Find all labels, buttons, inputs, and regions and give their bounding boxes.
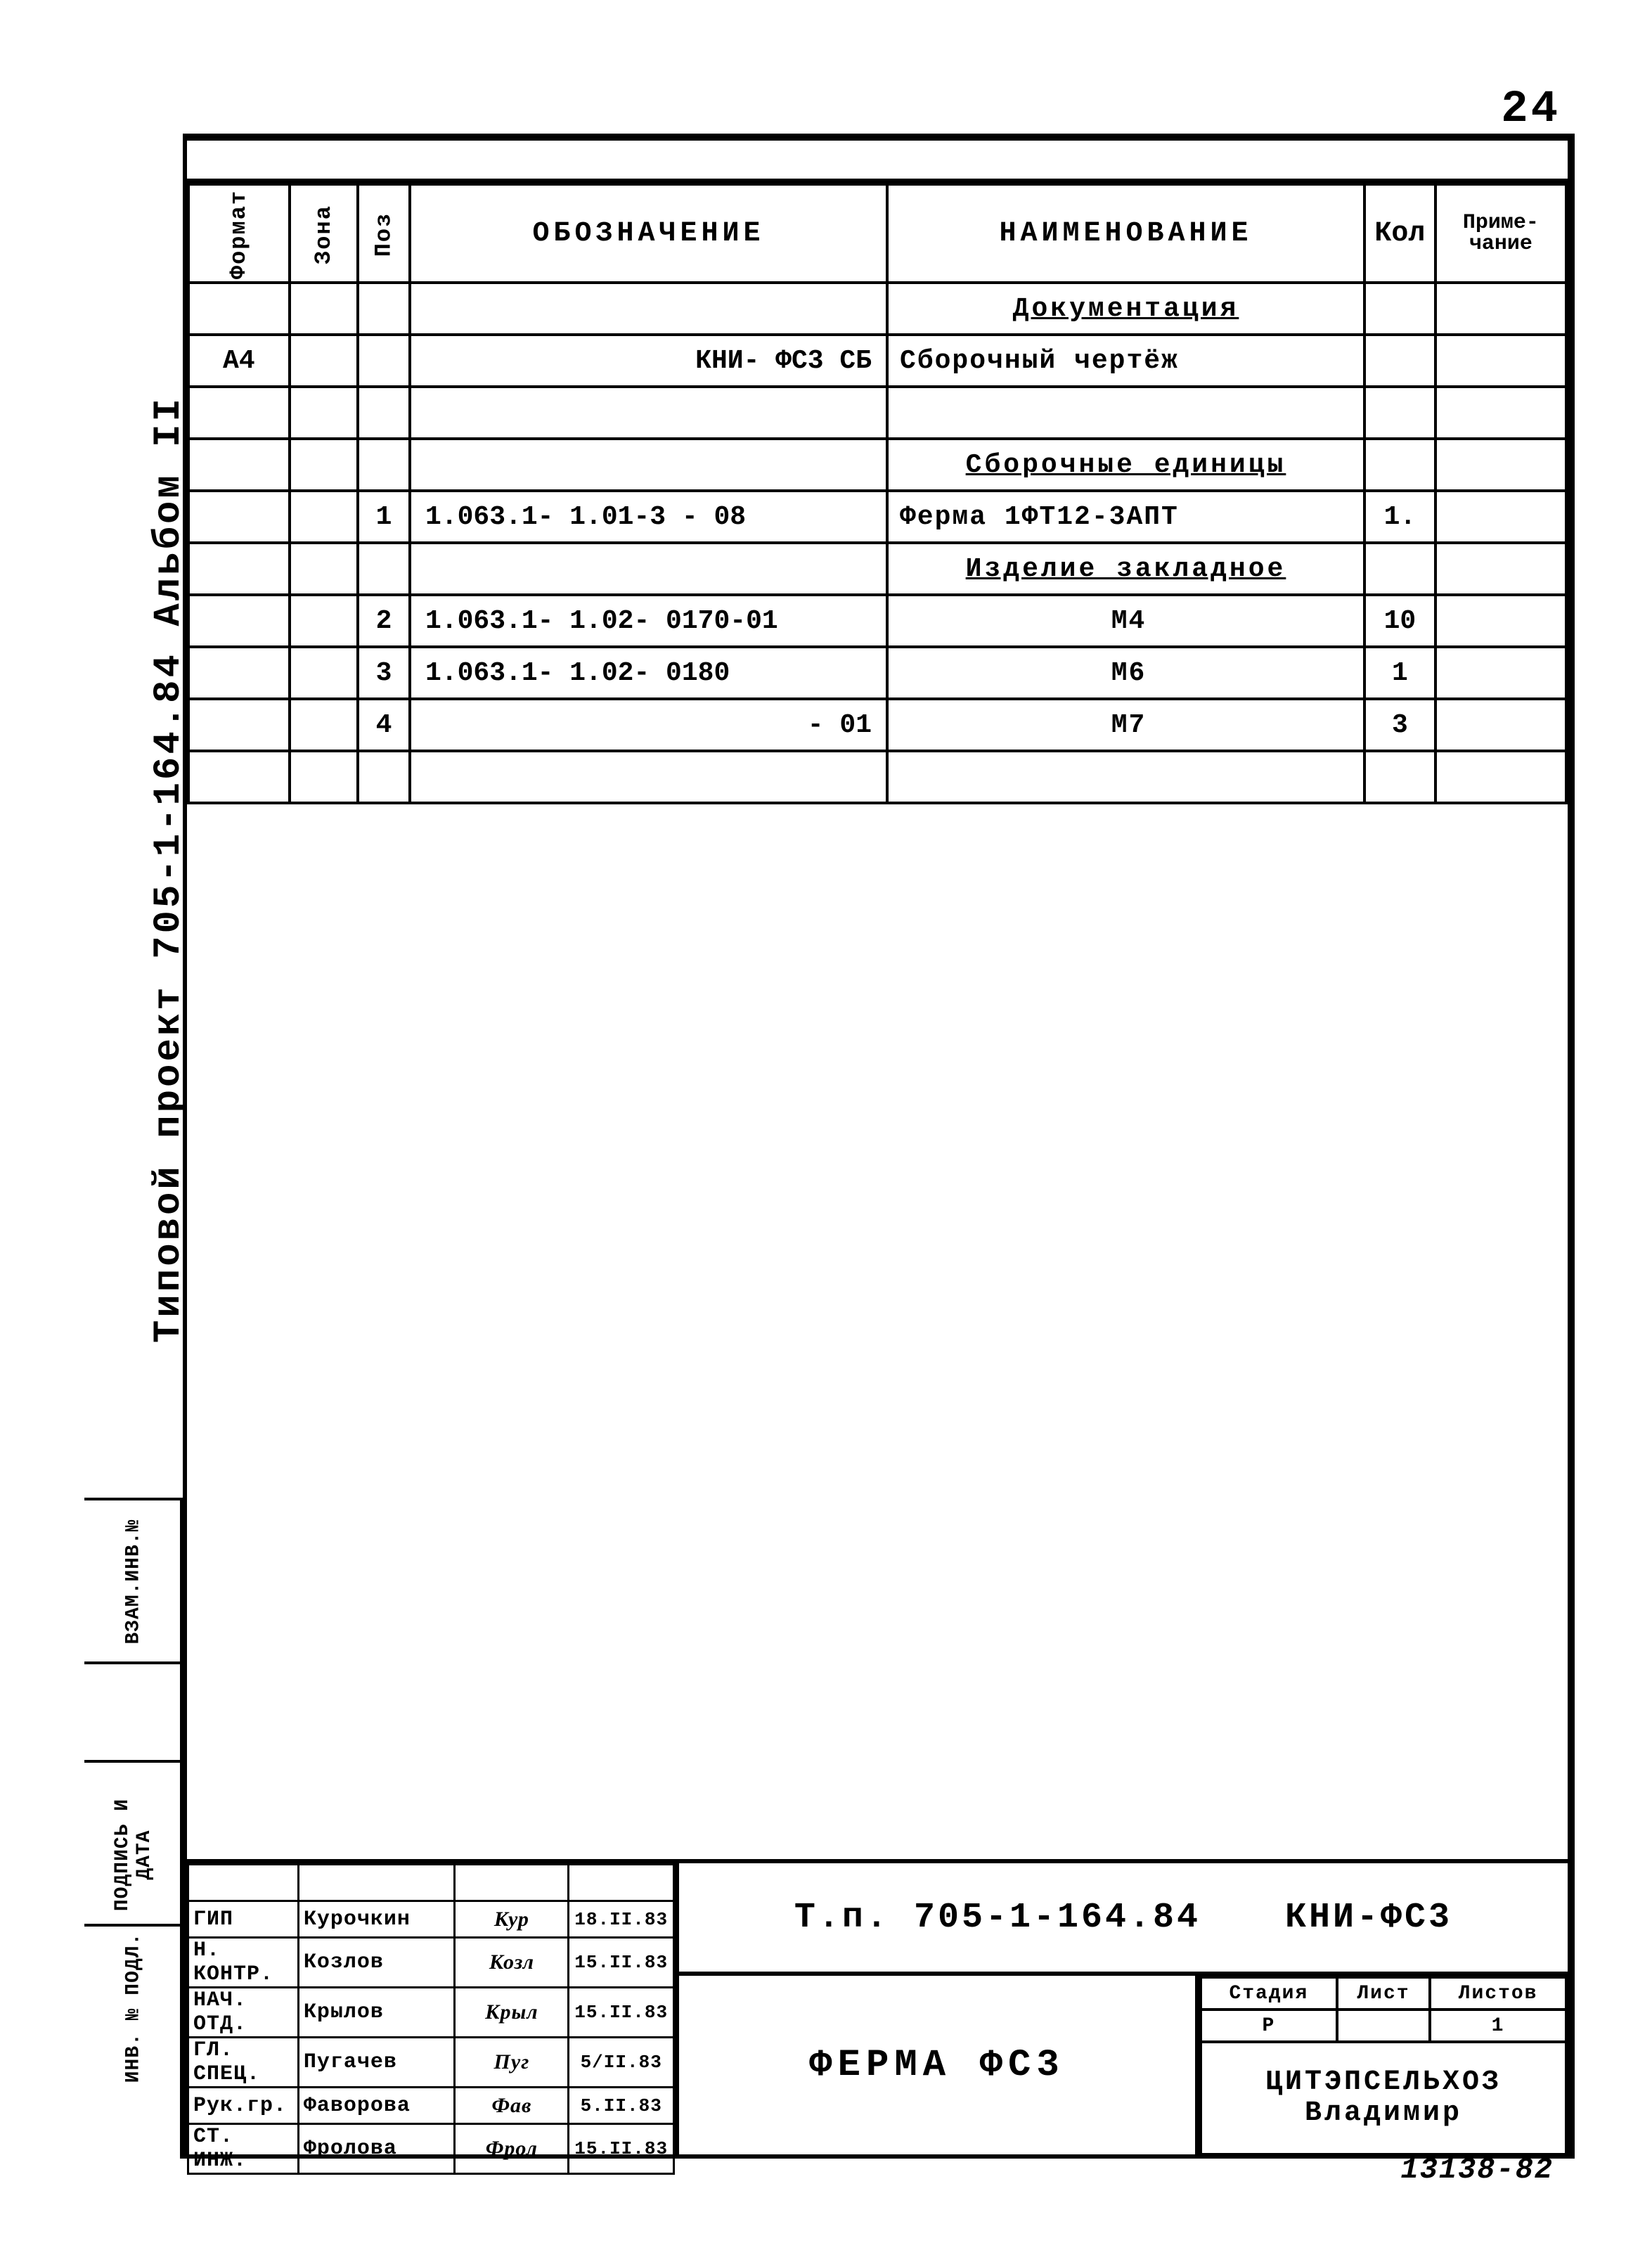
- hdr-kol: Кол: [1364, 184, 1435, 283]
- signature-row: Н. КОНТР.КозловКозл15.II.83: [188, 1938, 674, 1988]
- tp-code: Т.п. 705-1-164.84: [794, 1898, 1201, 1938]
- signature-row: ГИПКурочкинКур18.II.83: [188, 1901, 674, 1938]
- hdr-sheet: Лист: [1337, 1977, 1430, 2010]
- hdr-poz: Поз: [358, 184, 410, 283]
- table-row: Документация: [188, 283, 1566, 335]
- header-blank-row: [187, 141, 1568, 183]
- signature-row: ГЛ. СПЕЦ.ПугачевПуг5/II.83: [188, 2038, 674, 2088]
- title-block: ГИПКурочкинКур18.II.83Н. КОНТР.КозловКоз…: [187, 1859, 1568, 2154]
- organization: ЦИТЭПСЕЛЬХОЗВладимир: [1201, 2042, 1566, 2154]
- left-box-1: ПОДПИСЬ И ДАТА: [112, 1778, 155, 1932]
- table-row: 21.063.1- 1.02- 0170-01М410: [188, 595, 1566, 647]
- drawing-frame: Формат Зона Поз ОБОЗНАЧЕНИЕ НАИМЕНОВАНИЕ…: [183, 134, 1575, 2159]
- hdr-format: Формат: [188, 184, 290, 283]
- hdr-naim: НАИМЕНОВАНИЕ: [887, 184, 1364, 283]
- val-stage: Р: [1201, 2010, 1337, 2042]
- drawing-title: ФЕРМА ФС3: [679, 1976, 1199, 2154]
- table-row: 4- 01М73: [188, 699, 1566, 751]
- table-row: 31.063.1- 1.02- 0180М61: [188, 647, 1566, 699]
- title-block-meta: Стадия Лист Листов Р 1 ЦИТЭПСЕЛЬХОЗВлади…: [1199, 1976, 1568, 2154]
- title-block-codes: Т.п. 705-1-164.84 КНИ-ФС3: [679, 1863, 1568, 1976]
- signature-row: [188, 1865, 674, 1901]
- doc-code: КНИ-ФС3: [1285, 1898, 1452, 1938]
- hdr-sheets: Листов: [1430, 1977, 1566, 2010]
- table-row: [188, 387, 1566, 439]
- signature-row: НАЧ. ОТД.КрыловКрыл15.II.83: [188, 1988, 674, 2038]
- table-row: А4КНИ- ФС3 СБСборочный чертёж: [188, 335, 1566, 387]
- page-number: 24: [1501, 84, 1561, 135]
- hdr-stage: Стадия: [1201, 1977, 1337, 2010]
- title-block-signatures: ГИПКурочкинКур18.II.83Н. КОНТР.КозловКоз…: [187, 1863, 679, 2154]
- val-sheet: [1337, 2010, 1430, 2042]
- left-box-2: ИНВ. № ПОДЛ.: [123, 1931, 145, 2085]
- hdr-prim: Приме- чание: [1435, 184, 1566, 283]
- left-binding-strip: Типовой проект 705-1-164.84 Альбом II ВЗ…: [84, 134, 183, 2159]
- val-sheets: 1: [1430, 2010, 1566, 2042]
- footer-code: 13138-82: [1400, 2153, 1554, 2187]
- signature-row: СТ. ИНЖ.ФроловаФрол15.II.83: [188, 2124, 674, 2174]
- table-row: Изделие закладное: [188, 543, 1566, 595]
- spec-table: Формат Зона Поз ОБОЗНАЧЕНИЕ НАИМЕНОВАНИЕ…: [187, 183, 1568, 804]
- table-row: 11.063.1- 1.01-3 - 08Ферма 1ФТ12-3АПТ1.: [188, 491, 1566, 543]
- table-row: Сборочные единицы: [188, 439, 1566, 491]
- left-box-0: ВЗАМ.ИНВ.№: [123, 1505, 145, 1659]
- hdr-oboz: ОБОЗНАЧЕНИЕ: [410, 184, 887, 283]
- signature-row: Рук.гр.ФавороваФав5.II.83: [188, 2088, 674, 2124]
- table-row: [188, 751, 1566, 803]
- hdr-zona: Зона: [290, 184, 358, 283]
- left-strip-boxes: ВЗАМ.ИНВ.№ ПОДПИСЬ И ДАТА ИНВ. № ПОДЛ.: [84, 1498, 183, 2159]
